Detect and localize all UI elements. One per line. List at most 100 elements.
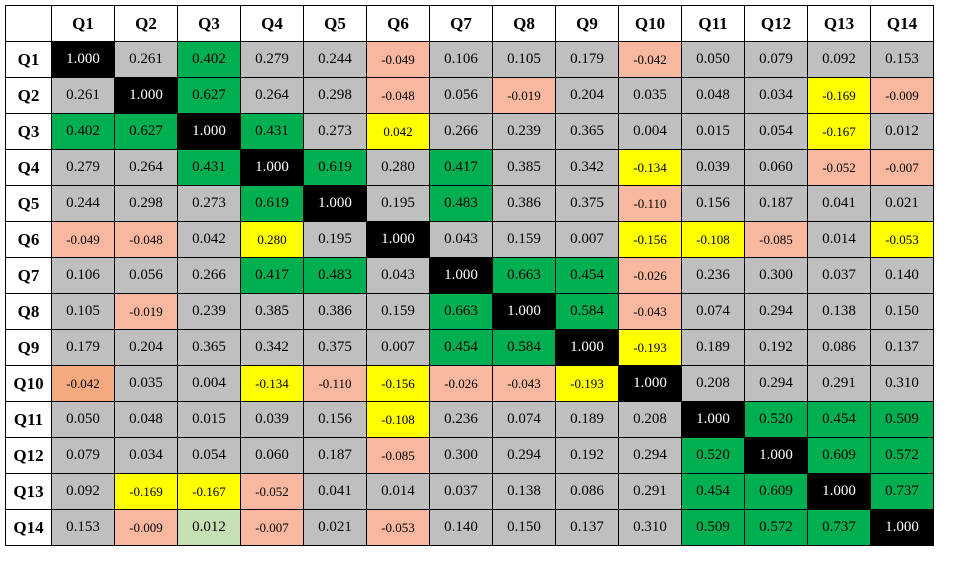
heatmap-cell: 0.079: [51, 437, 115, 474]
heatmap-cell: 0.204: [555, 77, 619, 114]
row-header: Q14: [5, 509, 52, 546]
heatmap-cell: -0.026: [429, 365, 493, 402]
heatmap-cell: 0.454: [681, 473, 745, 510]
heatmap-cell: 0.015: [177, 401, 241, 438]
heatmap-cell: 0.365: [177, 329, 241, 366]
heatmap-cell: -0.049: [51, 221, 115, 258]
heatmap-cell: 1.000: [807, 473, 871, 510]
corner-cell: [5, 5, 52, 42]
heatmap-cell: -0.193: [618, 329, 682, 366]
heatmap-cell: 1.000: [429, 257, 493, 294]
heatmap-cell: 0.310: [618, 509, 682, 546]
heatmap-cell: 0.483: [429, 185, 493, 222]
heatmap-cell: -0.134: [618, 149, 682, 186]
heatmap-cell: 0.291: [618, 473, 682, 510]
heatmap-cell: 0.239: [177, 293, 241, 330]
heatmap-cell: -0.053: [366, 509, 430, 546]
table-row: Q11 0.050 0.048 0.015 0.039 0.156 -0.108 0.236 0…: [5, 401, 934, 438]
heatmap-cell: 0.137: [555, 509, 619, 546]
heatmap-body: Q1 1.000 0.261 0.402 0.279 0.244 -0.049 0.106 0.…: [5, 41, 934, 546]
heatmap-cell: -0.108: [681, 221, 745, 258]
heatmap-cell: 1.000: [51, 41, 115, 78]
heatmap-cell: 0.074: [681, 293, 745, 330]
table-row: Q14 0.153 -0.009 0.012 -0.007 0.021 -0.053 0.14…: [5, 509, 934, 546]
heatmap-cell: 0.195: [366, 185, 430, 222]
heatmap-cell: 1.000: [618, 365, 682, 402]
table-row: Q2 0.261 1.000 0.627 0.264 0.298 -0.048 0.056 -0…: [5, 77, 934, 114]
heatmap-cell: 0.342: [240, 329, 304, 366]
heatmap-cell: 0.402: [177, 41, 241, 78]
heatmap-cell: -0.048: [114, 221, 178, 258]
heatmap-cell: 0.140: [870, 257, 934, 294]
heatmap-cell: -0.043: [618, 293, 682, 330]
heatmap-cell: -0.134: [240, 365, 304, 402]
heatmap-cell: 0.105: [492, 41, 556, 78]
heatmap-cell: -0.009: [870, 77, 934, 114]
heatmap-cell: 0.261: [114, 41, 178, 78]
heatmap-cell: -0.156: [366, 365, 430, 402]
heatmap-cell: 0.004: [618, 113, 682, 150]
heatmap-cell: -0.052: [240, 473, 304, 510]
heatmap-cell: 0.509: [870, 401, 934, 438]
heatmap-cell: 0.609: [744, 473, 808, 510]
table-row: Q1 1.000 0.261 0.402 0.279 0.244 -0.049 0.106 0.…: [5, 41, 934, 78]
heatmap-cell: 0.294: [744, 293, 808, 330]
heatmap-cell: 0.572: [744, 509, 808, 546]
heatmap-cell: 0.294: [618, 437, 682, 474]
heatmap-cell: 0.291: [807, 365, 871, 402]
heatmap-cell: 0.079: [744, 41, 808, 78]
heatmap-cell: 0.043: [429, 221, 493, 258]
heatmap-cell: 0.007: [366, 329, 430, 366]
column-header: Q2: [114, 5, 178, 42]
row-header: Q12: [5, 437, 52, 474]
heatmap-cell: 1.000: [114, 77, 178, 114]
heatmap-cell: 0.584: [492, 329, 556, 366]
heatmap-cell: 0.039: [681, 149, 745, 186]
heatmap-cell: 0.572: [870, 437, 934, 474]
column-header: Q13: [807, 5, 871, 42]
heatmap-cell: 0.402: [51, 113, 115, 150]
heatmap-cell: 0.156: [303, 401, 367, 438]
table-row: Q8 0.105 -0.019 0.239 0.385 0.386 0.159 0.663 1.…: [5, 293, 934, 330]
heatmap-cell: 0.043: [366, 257, 430, 294]
heatmap-cell: 0.150: [870, 293, 934, 330]
heatmap-cell: 0.385: [240, 293, 304, 330]
heatmap-cell: 0.385: [492, 149, 556, 186]
heatmap-cell: -0.042: [618, 41, 682, 78]
heatmap-cell: -0.085: [366, 437, 430, 474]
heatmap-cell: 0.300: [429, 437, 493, 474]
column-header: Q10: [618, 5, 682, 42]
heatmap-cell: 0.192: [555, 437, 619, 474]
heatmap-cell: 0.663: [429, 293, 493, 330]
heatmap-cell: 0.264: [114, 149, 178, 186]
heatmap-cell: 0.365: [555, 113, 619, 150]
heatmap-cell: 0.035: [618, 77, 682, 114]
row-header: Q13: [5, 473, 52, 510]
heatmap-cell: 0.179: [555, 41, 619, 78]
heatmap-cell: 0.208: [681, 365, 745, 402]
heatmap-cell: 0.074: [492, 401, 556, 438]
heatmap-cell: -0.193: [555, 365, 619, 402]
heatmap-cell: 0.150: [492, 509, 556, 546]
row-header: Q10: [5, 365, 52, 402]
heatmap-cell: 0.092: [51, 473, 115, 510]
heatmap-cell: 0.012: [177, 509, 241, 546]
heatmap-cell: 0.039: [240, 401, 304, 438]
heatmap-cell: 0.266: [429, 113, 493, 150]
heatmap-cell: 0.056: [429, 77, 493, 114]
table-row: Q10 -0.042 0.035 0.004 -0.134 -0.110 -0.156 -0.…: [5, 365, 934, 402]
heatmap-cell: 0.417: [429, 149, 493, 186]
row-header: Q2: [5, 77, 52, 114]
heatmap-cell: 0.060: [744, 149, 808, 186]
heatmap-cell: 0.179: [51, 329, 115, 366]
heatmap-cell: 0.037: [429, 473, 493, 510]
heatmap-cell: 0.159: [492, 221, 556, 258]
heatmap-cell: -0.110: [303, 365, 367, 402]
heatmap-cell: 0.106: [429, 41, 493, 78]
heatmap-cell: 0.520: [681, 437, 745, 474]
row-header: Q1: [5, 41, 52, 78]
table-row: Q5 0.244 0.298 0.273 0.619 1.000 0.195 0.483 0.3…: [5, 185, 934, 222]
heatmap-cell: -0.026: [618, 257, 682, 294]
column-header: Q4: [240, 5, 304, 42]
heatmap-cell: 0.627: [177, 77, 241, 114]
